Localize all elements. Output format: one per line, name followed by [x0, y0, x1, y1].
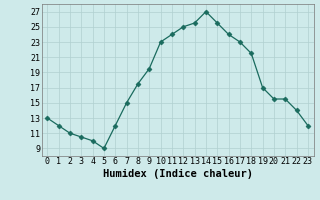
X-axis label: Humidex (Indice chaleur): Humidex (Indice chaleur) [103, 169, 252, 179]
